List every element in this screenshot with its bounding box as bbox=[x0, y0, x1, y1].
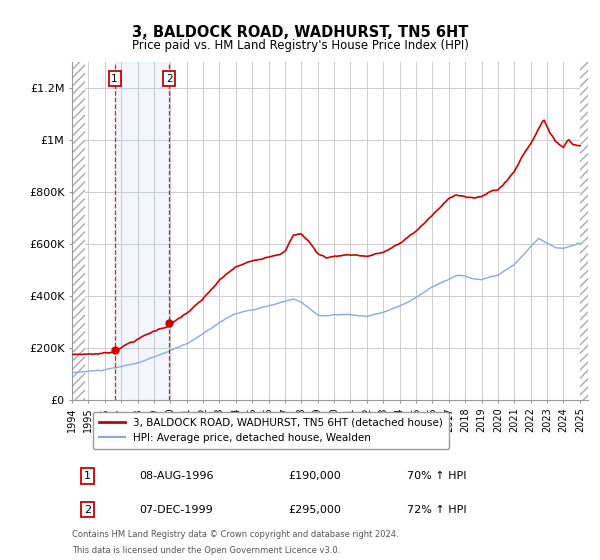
Text: £295,000: £295,000 bbox=[289, 505, 341, 515]
Text: 2: 2 bbox=[166, 73, 172, 83]
Text: 70% ↑ HPI: 70% ↑ HPI bbox=[407, 471, 467, 481]
Text: This data is licensed under the Open Government Licence v3.0.: This data is licensed under the Open Gov… bbox=[72, 546, 340, 555]
Bar bbox=[72, 62, 85, 400]
Legend: 3, BALDOCK ROAD, WADHURST, TN5 6HT (detached house), HPI: Average price, detache: 3, BALDOCK ROAD, WADHURST, TN5 6HT (deta… bbox=[92, 412, 449, 449]
Bar bbox=[580, 62, 588, 400]
Text: Price paid vs. HM Land Registry's House Price Index (HPI): Price paid vs. HM Land Registry's House … bbox=[131, 39, 469, 52]
Text: 1: 1 bbox=[111, 73, 118, 83]
Text: Contains HM Land Registry data © Crown copyright and database right 2024.: Contains HM Land Registry data © Crown c… bbox=[72, 530, 398, 539]
Text: 08-AUG-1996: 08-AUG-1996 bbox=[139, 471, 214, 481]
Bar bbox=[115, 62, 169, 400]
Text: 72% ↑ HPI: 72% ↑ HPI bbox=[407, 505, 467, 515]
Text: 3, BALDOCK ROAD, WADHURST, TN5 6HT: 3, BALDOCK ROAD, WADHURST, TN5 6HT bbox=[132, 25, 468, 40]
Text: 1: 1 bbox=[84, 471, 91, 481]
Text: 07-DEC-1999: 07-DEC-1999 bbox=[139, 505, 213, 515]
Text: 2: 2 bbox=[84, 505, 91, 515]
Text: £190,000: £190,000 bbox=[289, 471, 341, 481]
